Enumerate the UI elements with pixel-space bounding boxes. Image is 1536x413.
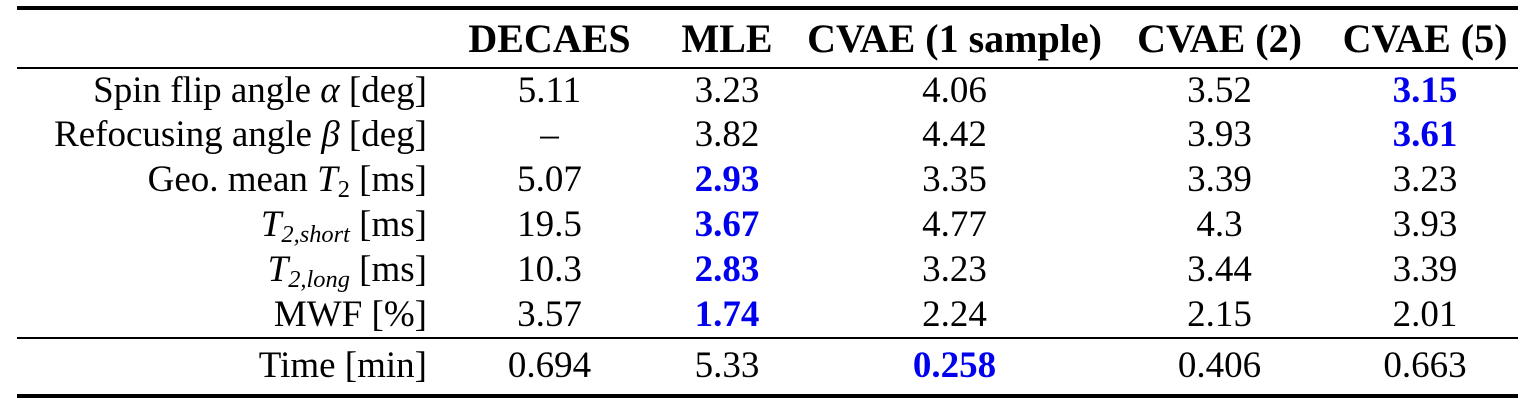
value-cell: 2.83 — [694, 249, 760, 291]
math-subscript: 2,short — [281, 221, 350, 249]
row-label: Time [min] — [17, 338, 447, 396]
row-label: T2,short [ms] — [17, 203, 447, 248]
value-cell: 3.57 — [517, 293, 582, 335]
value-cell: 3.52 — [1187, 69, 1252, 111]
value-cell: 5.07 — [517, 159, 582, 201]
value-cell: 5.11 — [517, 69, 582, 111]
value-cell: 4.3 — [1196, 204, 1243, 246]
table-row-spin-flip-angle: Spin flip angle α [deg] 5.11 3.23 4.06 3… — [17, 68, 1518, 113]
math-var: T — [260, 204, 282, 246]
value-cell: 2.15 — [1187, 293, 1252, 335]
value-cell: 4.77 — [922, 204, 987, 246]
value-cell: 3.93 — [1187, 114, 1252, 156]
value-cell: 0.694 — [507, 345, 592, 387]
value-cell: 3.82 — [694, 114, 760, 156]
row-label: Spin flip angle α [deg] — [17, 68, 447, 113]
results-table: DECAES MLE CVAE (1 sample) CVAE (2) CVAE… — [17, 6, 1518, 398]
value-cell: 2.93 — [694, 159, 760, 201]
label-text: Geo. mean — [147, 159, 318, 201]
value-cell: 3.67 — [694, 204, 760, 246]
row-label: MWF [%] — [17, 293, 447, 338]
value-cell: 4.42 — [922, 114, 987, 156]
value-cell: 3.35 — [922, 159, 987, 201]
table-row-refocusing-angle: Refocusing angle β [deg] – 3.82 4.42 3.9… — [17, 113, 1518, 158]
table-row-geo-mean-t2: Geo. mean T2 [ms] 5.07 2.93 3.35 3.39 3.… — [17, 158, 1518, 203]
label-text: Spin flip angle — [93, 69, 321, 111]
label-text: [ms] — [349, 159, 427, 201]
math-var: α — [320, 69, 340, 111]
row-label: T2,long [ms] — [17, 248, 447, 293]
label-text: [ms] — [349, 204, 427, 246]
label-text: [ms] — [349, 249, 427, 291]
value-cell: 2.24 — [922, 293, 987, 335]
value-cell: 0.258 — [912, 345, 997, 387]
table-row-mwf: MWF [%] 3.57 1.74 2.24 2.15 2.01 — [17, 293, 1518, 338]
label-text: [deg] — [339, 69, 427, 111]
value-cell: 5.33 — [694, 345, 760, 387]
value-cell: 3.23 — [1392, 159, 1458, 201]
value-cell: 19.5 — [517, 204, 582, 246]
label-text: [deg] — [339, 114, 427, 156]
value-cell: 3.61 — [1392, 114, 1458, 156]
column-header-mle: MLE — [681, 15, 773, 61]
column-header-cvae-1-sample: CVAE (1 sample) — [807, 15, 1102, 61]
math-var: T — [267, 249, 289, 291]
value-cell: 3.23 — [922, 249, 987, 291]
label-text: MWF [%] — [273, 293, 427, 335]
paper-table-figure: DECAES MLE CVAE (1 sample) CVAE (2) CVAE… — [17, 6, 1518, 398]
value-cell: 0.406 — [1177, 345, 1262, 387]
row-label: Refocusing angle β [deg] — [17, 113, 447, 158]
value-cell: 3.39 — [1392, 249, 1458, 291]
value-cell: 0.663 — [1383, 345, 1467, 387]
math-var: T — [317, 159, 338, 201]
value-cell: 1.74 — [694, 293, 760, 335]
table-row-t2-long: T2,long [ms] 10.3 2.83 3.23 3.44 3.39 — [17, 248, 1518, 293]
math-subscript: 2 — [337, 176, 350, 204]
value-cell: 2.01 — [1392, 293, 1458, 335]
column-header-decaes: DECAES — [468, 15, 631, 61]
math-subscript: 2,long — [288, 266, 350, 294]
label-text: Refocusing angle — [54, 114, 322, 156]
column-header-cvae-2: CVAE (2) — [1137, 15, 1302, 61]
value-cell: 3.39 — [1187, 159, 1252, 201]
value-cell: 3.23 — [694, 69, 760, 111]
value-cell: 4.06 — [922, 69, 987, 111]
column-header-cvae-5: CVAE (5) — [1342, 15, 1508, 61]
math-var: β — [321, 114, 340, 156]
label-text: Time [min] — [258, 345, 427, 387]
value-cell: 10.3 — [517, 249, 582, 291]
value-cell: 3.15 — [1392, 69, 1458, 111]
corner-cell — [17, 8, 447, 68]
value-cell: 3.44 — [1187, 249, 1252, 291]
table-row-t2-short: T2,short [ms] 19.5 3.67 4.77 4.3 3.93 — [17, 203, 1518, 248]
row-label: Geo. mean T2 [ms] — [17, 158, 447, 203]
value-cell: – — [540, 114, 559, 156]
value-cell: 3.93 — [1392, 204, 1458, 246]
table-row-time: Time [min] 0.694 5.33 0.258 0.406 0.663 — [17, 338, 1518, 396]
header-row: DECAES MLE CVAE (1 sample) CVAE (2) CVAE… — [17, 8, 1518, 68]
